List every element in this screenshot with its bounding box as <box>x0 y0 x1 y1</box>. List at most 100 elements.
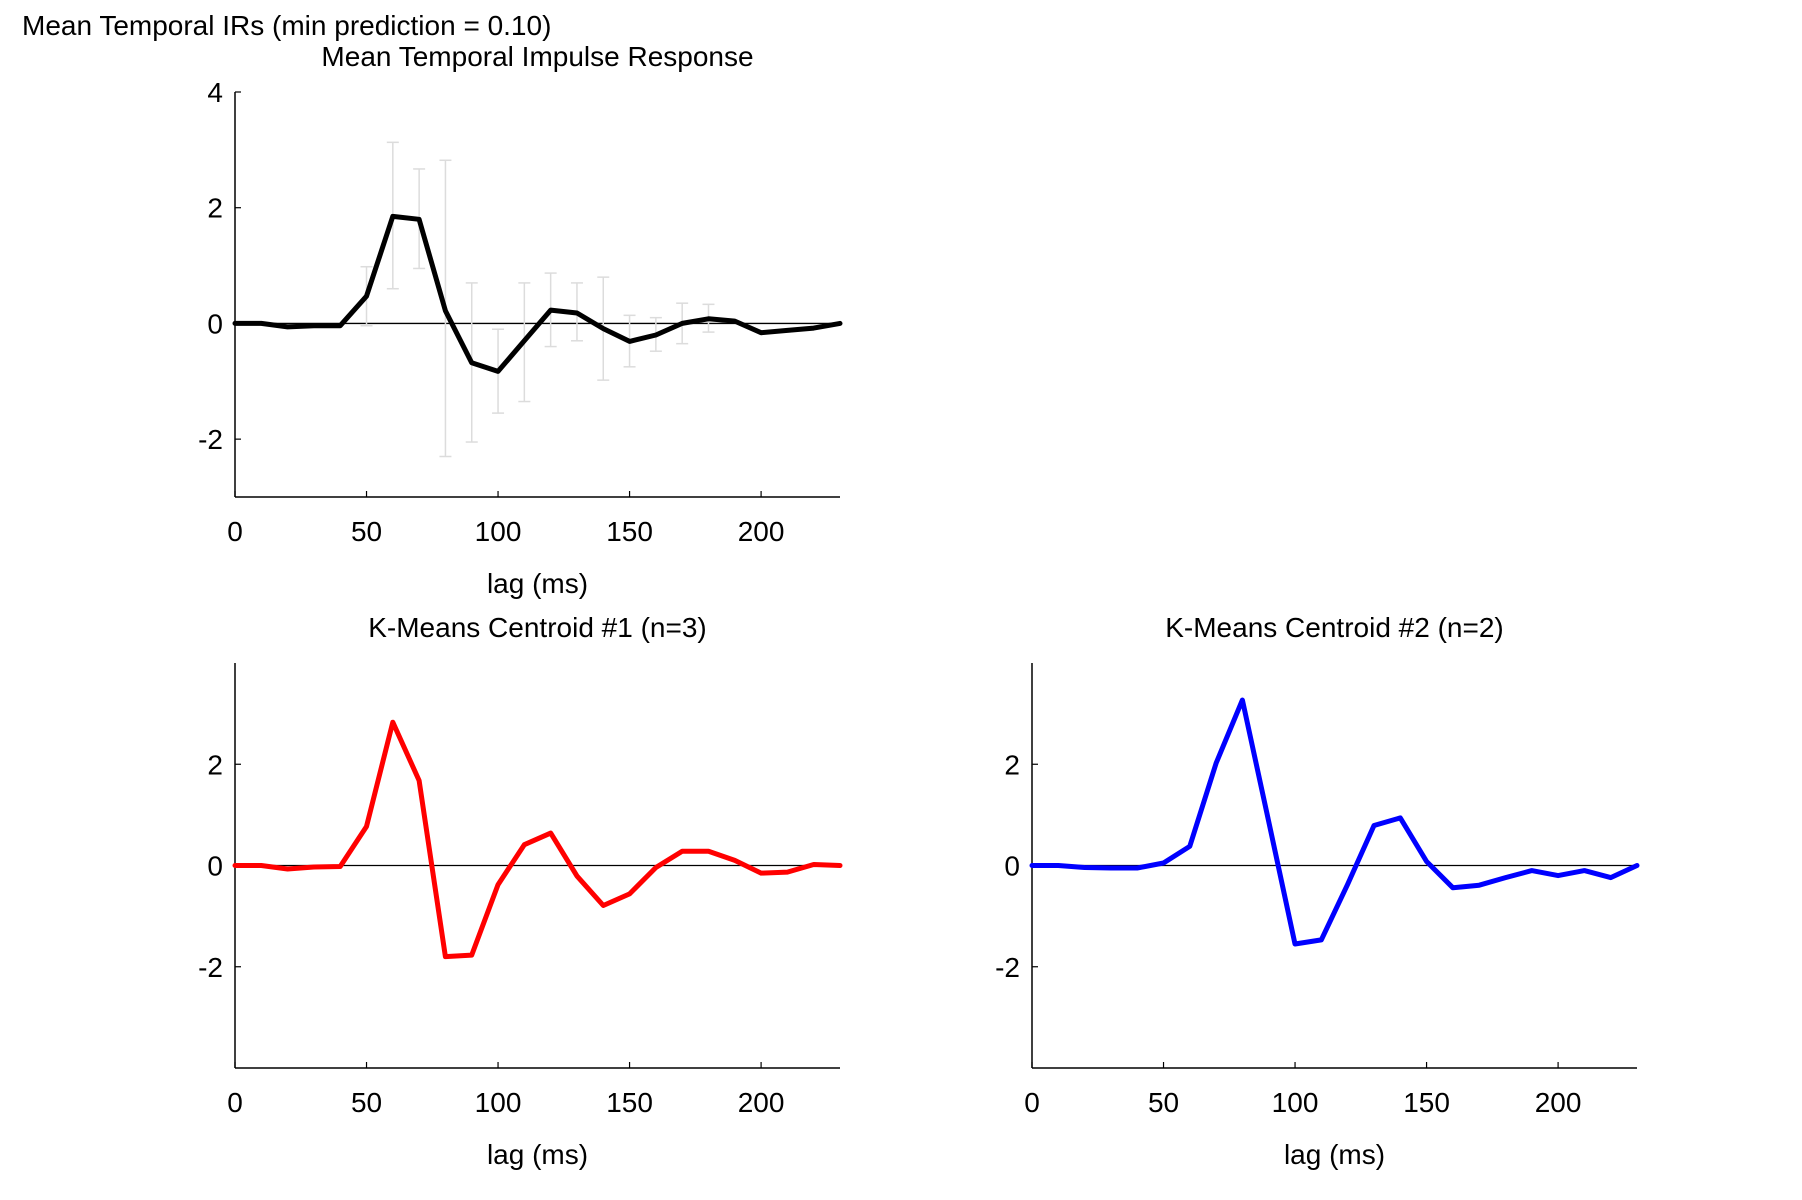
data-point <box>1108 866 1113 871</box>
data-point <box>601 903 606 908</box>
data-point <box>311 865 316 870</box>
series-line <box>232 719 843 960</box>
panel-kmeans-centroid-2: K-Means Centroid #2 (n=2) 0 50 100 150 200 -2 0… <box>995 612 1640 1170</box>
y-tick-label: -2 <box>995 952 1020 983</box>
data-point <box>627 339 632 344</box>
data-point <box>548 308 553 313</box>
data-point <box>285 324 290 329</box>
panel-kmeans-centroid-1: K-Means Centroid #1 (n=3) 0 50 100 150 200 -2 0… <box>198 612 843 1170</box>
data-point <box>706 849 711 854</box>
data-point <box>443 954 448 959</box>
panel-mean-temporal-ir: Mean Temporal Impulse Response 0 50 100 150 2… <box>198 41 843 599</box>
y-tick-label: 2 <box>1004 749 1020 780</box>
data-point <box>1082 865 1087 870</box>
data-point <box>785 870 790 875</box>
data-point <box>627 891 632 896</box>
y-tick-label: 0 <box>207 851 223 882</box>
data-point <box>496 369 501 374</box>
figure-title: Mean Temporal IRs (min prediction = 0.10… <box>22 10 552 41</box>
data-point <box>1266 819 1271 824</box>
data-point <box>1371 823 1376 828</box>
data-point <box>1345 882 1350 887</box>
x-tick-label: 150 <box>1403 1087 1450 1118</box>
data-point <box>1424 859 1429 864</box>
y-tick-label: 0 <box>207 308 223 339</box>
data-point <box>1635 863 1640 868</box>
data-point <box>1450 885 1455 890</box>
x-tick-label: 150 <box>606 516 653 547</box>
data-point <box>285 867 290 872</box>
x-tick-label: 0 <box>1024 1087 1040 1118</box>
y-tick-label: 0 <box>1004 851 1020 882</box>
chart-title: Mean Temporal Impulse Response <box>321 41 753 72</box>
data-point <box>390 720 395 725</box>
data-point <box>417 778 422 783</box>
data-point <box>364 294 369 299</box>
data-point <box>259 321 264 326</box>
data-point <box>759 871 764 876</box>
data-point <box>1135 866 1140 871</box>
y-tick-label: 2 <box>207 749 223 780</box>
data-point <box>548 831 553 836</box>
x-tick-label: 150 <box>606 1087 653 1118</box>
data-point <box>1529 868 1534 873</box>
y-tick-label: 2 <box>207 193 223 224</box>
data-point <box>1240 697 1245 702</box>
x-axis-label: lag (ms) <box>487 1139 588 1170</box>
data-point <box>311 323 316 328</box>
data-point <box>522 338 527 343</box>
data-point <box>1161 860 1166 865</box>
series-line <box>232 213 843 374</box>
data-point <box>390 214 395 219</box>
chart-title: K-Means Centroid #1 (n=3) <box>368 612 707 643</box>
data-point <box>417 217 422 222</box>
x-tick-label: 50 <box>351 1087 382 1118</box>
data-point <box>1582 868 1587 873</box>
data-point <box>1214 761 1219 766</box>
y-tick-label: -2 <box>198 424 223 455</box>
data-point <box>1056 863 1061 868</box>
data-point <box>601 326 606 331</box>
series-line <box>1029 697 1640 947</box>
data-point <box>233 321 238 326</box>
data-point <box>838 321 843 326</box>
data-point <box>338 323 343 328</box>
data-point <box>680 321 685 326</box>
data-point <box>1477 883 1482 888</box>
data-point <box>653 333 658 338</box>
data-point <box>811 326 816 331</box>
y-tick-label: 4 <box>207 77 223 108</box>
x-tick-label: 100 <box>475 1087 522 1118</box>
data-point <box>1556 873 1561 878</box>
x-tick-label: 50 <box>1148 1087 1179 1118</box>
data-point <box>732 858 737 863</box>
data-point <box>522 842 527 847</box>
data-point <box>574 311 579 316</box>
data-point <box>1030 863 1035 868</box>
x-tick-label: 100 <box>1272 1087 1319 1118</box>
x-tick-label: 50 <box>351 516 382 547</box>
data-point <box>1293 941 1298 946</box>
data-point <box>1319 937 1324 942</box>
x-axis-label: lag (ms) <box>487 568 588 599</box>
data-point <box>759 330 764 335</box>
data-point <box>653 865 658 870</box>
data-point <box>811 862 816 867</box>
data-point <box>732 319 737 324</box>
data-point <box>838 863 843 868</box>
data-point <box>785 328 790 333</box>
data-point <box>680 849 685 854</box>
data-point <box>1187 844 1192 849</box>
x-tick-label: 100 <box>475 516 522 547</box>
data-point <box>1398 815 1403 820</box>
chart-title: K-Means Centroid #2 (n=2) <box>1165 612 1504 643</box>
x-tick-label: 0 <box>227 516 243 547</box>
x-tick-label: 200 <box>1535 1087 1582 1118</box>
data-point <box>364 824 369 829</box>
y-tick-label: -2 <box>198 952 223 983</box>
data-point <box>443 308 448 313</box>
data-point <box>469 953 474 958</box>
data-point <box>259 863 264 868</box>
data-point <box>338 864 343 869</box>
data-point <box>469 360 474 365</box>
